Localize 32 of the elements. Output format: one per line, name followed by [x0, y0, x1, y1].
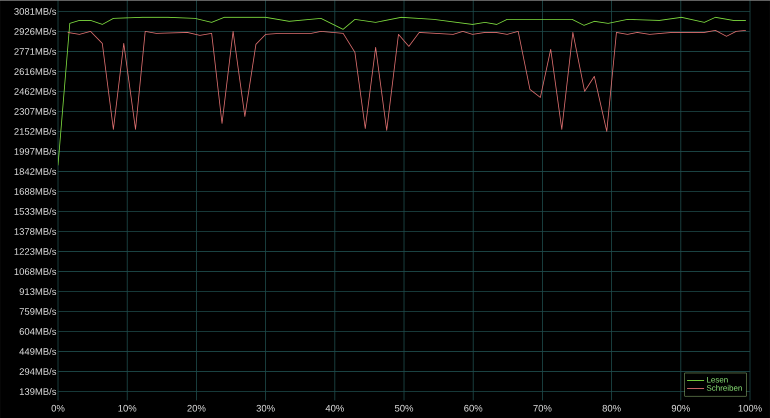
y-tick-label: 139MB/s — [20, 388, 56, 395]
x-tick-label: 80% — [602, 404, 621, 412]
y-tick-label: 604MB/s — [20, 328, 56, 335]
y-tick-label: 1688MB/s — [14, 188, 56, 195]
x-tick-label: 30% — [256, 404, 275, 412]
x-tick-label: 70% — [533, 404, 552, 412]
x-tick-label: 10% — [118, 404, 136, 412]
x-tick-label: 50% — [394, 404, 414, 412]
y-tick-label: 294MB/s — [20, 368, 56, 375]
y-tick-label: 449MB/s — [19, 348, 56, 355]
x-tick-label: 60% — [464, 404, 482, 412]
y-tick-label: 759MB/s — [20, 308, 56, 315]
y-tick-label: 1378MB/s — [14, 228, 56, 235]
x-tick-label: 40% — [326, 404, 344, 412]
y-tick-label: 2152MB/s — [14, 128, 56, 135]
y-tick-label: 1997MB/s — [14, 148, 56, 155]
y-tick-label: 2462MB/s — [14, 88, 56, 95]
y-tick-label: 913MB/s — [20, 288, 56, 295]
y-tick-label: 2307MB/s — [14, 108, 56, 115]
y-tick-label: 2771MB/s — [14, 48, 56, 55]
y-tick-label: 2926MB/s — [14, 28, 56, 35]
y-tick-label: 1842MB/s — [14, 168, 56, 175]
y-tick-label: 1533MB/s — [14, 208, 56, 215]
y-tick-label: 1223MB/s — [14, 248, 56, 255]
y-tick-label: 1068MB/s — [14, 268, 56, 275]
y-tick-label: 2616MB/s — [14, 68, 56, 75]
x-tick-label: 0% — [52, 404, 65, 412]
line-series — [67, 30, 746, 132]
x-tick-label: 90% — [672, 404, 690, 412]
x-tick-label: 100% — [738, 404, 762, 412]
y-tick-label: 3081MB/s — [14, 8, 56, 15]
x-tick-label: 20% — [187, 404, 206, 412]
